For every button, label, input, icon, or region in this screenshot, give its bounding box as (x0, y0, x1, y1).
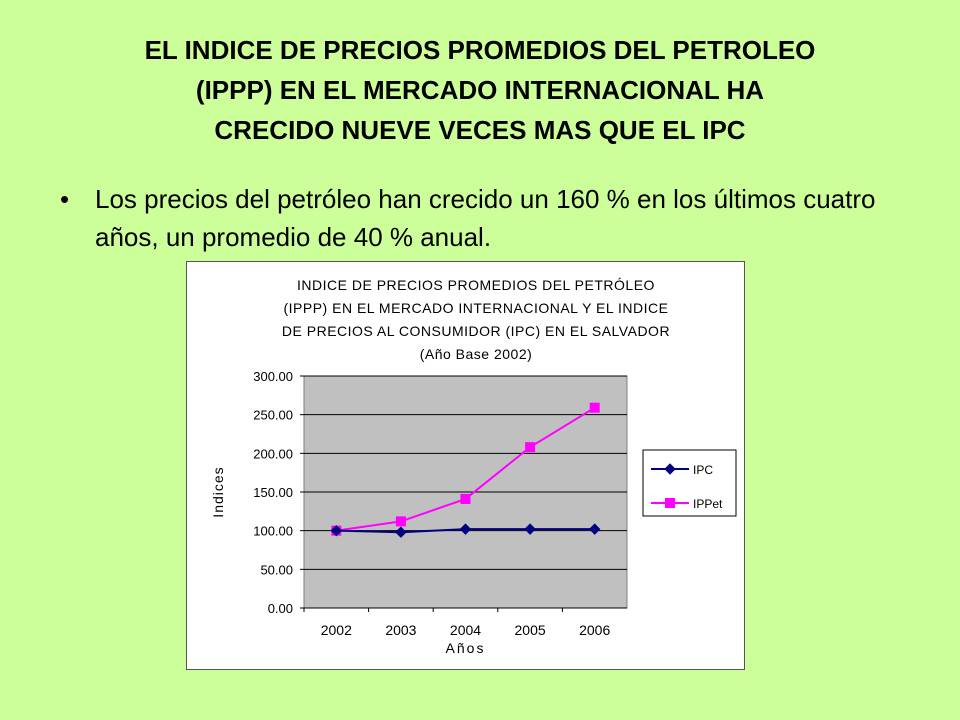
legend-label: IPC (693, 463, 713, 477)
x-axis-label: Años (446, 640, 486, 656)
data-point-ippet (525, 442, 536, 453)
chart-title-line: (Año Base 2002) (420, 346, 533, 362)
bullet-icon: • (60, 184, 70, 214)
y-tick-label: 50.00 (260, 562, 293, 577)
x-tick-label: 2004 (450, 622, 481, 638)
slide-title: EL INDICE DE PRECIOS PROMEDIOS DEL PETRO… (40, 30, 920, 150)
slide-title-line: CRECIDO NUEVE VECES MAS QUE EL IPC (214, 115, 746, 145)
x-tick-label: 2002 (321, 622, 352, 638)
data-point-ipc (459, 523, 472, 535)
data-point-ipc (330, 524, 343, 537)
y-tick-label: 100.00 (253, 524, 293, 539)
y-tick-label: 300.00 (253, 369, 293, 384)
x-tick-label: 2006 (579, 622, 610, 638)
slide-title-line: EL INDICE DE PRECIOS PROMEDIOS DEL PETRO… (144, 35, 816, 65)
y-tick-label: 150.00 (253, 485, 293, 500)
chart-title-line: (IPPP) EN EL MERCADO INTERNACIONAL Y EL … (283, 300, 668, 316)
data-point-ippet (395, 516, 406, 527)
y-axis-label: Indices (210, 466, 226, 517)
x-tick-label: 2005 (515, 622, 546, 638)
data-point-ipc (588, 523, 601, 535)
data-point-ipc (524, 523, 536, 535)
y-tick-label: 0.00 (268, 601, 293, 616)
slide-title-line: (IPPP) EN EL MERCADO INTERNACIONAL HA (195, 75, 765, 105)
x-tick-label: 2003 (385, 622, 416, 638)
data-point-ippet (589, 402, 600, 413)
bullet-point: • Los precios del petróleo han crecido u… (60, 180, 880, 256)
line-chart: INDICE DE PRECIOS PROMEDIOS DEL PETRÓLEO… (210, 277, 737, 656)
chart-title-line: INDICE DE PRECIOS PROMEDIOS DEL PETRÓLEO (297, 277, 655, 293)
y-tick-label: 200.00 (253, 446, 293, 461)
data-point-ipc (395, 526, 407, 538)
bullet-text: Los precios del petróleo han crecido un … (95, 184, 876, 252)
data-point-ippet (460, 493, 471, 504)
chart-container: INDICE DE PRECIOS PROMEDIOS DEL PETRÓLEO… (186, 261, 745, 670)
legend-box (642, 449, 737, 517)
y-tick-label: 250.00 (253, 408, 293, 423)
chart-title-line: DE PRECIOS AL CONSUMIDOR (IPC) EN EL SAL… (282, 323, 670, 339)
legend-marker-ipc (664, 463, 676, 475)
legend-label: IPPet (693, 497, 723, 511)
legend-marker-ippet (665, 498, 675, 508)
